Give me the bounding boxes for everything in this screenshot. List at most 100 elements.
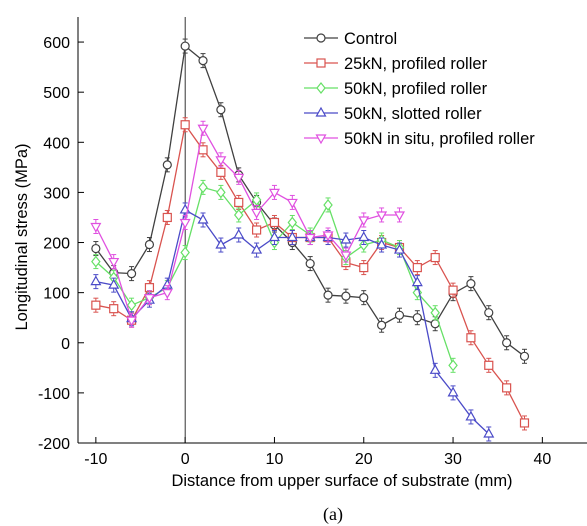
data-point: [358, 216, 370, 227]
legend-item: 25kN, profiled roller: [304, 55, 488, 73]
x-tick-label: 40: [533, 451, 551, 468]
x-tick-label: 30: [444, 451, 462, 468]
data-point: [90, 275, 102, 286]
data-point: [394, 310, 405, 320]
data-point: [198, 181, 208, 194]
data-point: [448, 285, 458, 295]
legend-marker: [315, 106, 327, 117]
x-tick-label: -10: [84, 451, 107, 468]
data-point: [305, 258, 315, 269]
data-point: [215, 238, 227, 249]
data-point: [198, 145, 208, 155]
data-point: [358, 239, 369, 251]
data-point: [483, 427, 495, 438]
data-point: [233, 228, 245, 239]
data-point: [448, 359, 458, 372]
series-layer: [90, 38, 530, 442]
data-point: [126, 269, 137, 279]
data-point: [143, 294, 155, 304]
data-point: [162, 212, 172, 223]
data-point: [447, 386, 459, 397]
data-point: [393, 243, 405, 254]
data-point: [430, 306, 440, 319]
series-2: [91, 117, 530, 431]
legend-label: 50kN, slotted roller: [344, 105, 482, 123]
data-point: [216, 167, 226, 177]
data-point: [216, 186, 226, 199]
data-point: [215, 156, 227, 167]
legend-label: 25kN, profiled roller: [344, 55, 488, 73]
data-point: [162, 160, 172, 170]
data-point: [376, 238, 388, 249]
legend-marker: [316, 82, 326, 94]
data-point: [251, 208, 263, 219]
data-point: [180, 246, 190, 259]
series-line: [95, 126, 400, 322]
data-point: [465, 410, 477, 421]
data-point: [268, 231, 280, 242]
data-point: [286, 231, 298, 242]
data-point: [251, 193, 262, 206]
data-point: [197, 124, 209, 135]
data-point: [108, 257, 120, 268]
data-point: [91, 255, 101, 268]
data-point: [429, 364, 441, 374]
data-point: [109, 304, 119, 314]
legend: Control 25kN, profiled roller 50kN, profil…: [304, 30, 535, 148]
legend-item: 50kN in situ, profiled roller: [304, 130, 535, 148]
y-tick-label: -200: [38, 436, 70, 453]
data-point: [197, 213, 209, 224]
data-point: [502, 383, 512, 393]
data-point: [341, 291, 351, 301]
data-point: [251, 225, 262, 235]
y-tick-label: 300: [43, 185, 70, 202]
data-point: [323, 198, 333, 211]
x-tick-label: 10: [266, 451, 284, 468]
data-point: [251, 243, 263, 254]
data-point: [179, 218, 191, 229]
data-point: [198, 56, 208, 66]
data-point: [466, 333, 476, 343]
data-point: [234, 197, 244, 208]
y-tick-label: 200: [43, 236, 70, 253]
data-point: [358, 231, 370, 242]
data-point: [430, 252, 440, 263]
data-point: [161, 289, 173, 299]
y-tick-label: 500: [43, 85, 70, 102]
data-point: [126, 299, 137, 312]
legend-item: Control: [304, 30, 397, 48]
y-tick-label: 600: [43, 35, 70, 52]
legend-label: 50kN, profiled roller: [344, 80, 488, 98]
data-point: [412, 313, 422, 323]
data-point: [411, 276, 423, 287]
data-point: [412, 262, 422, 273]
series-3: [91, 179, 458, 373]
data-point: [376, 211, 388, 222]
data-point: [180, 120, 190, 130]
data-point: [484, 308, 494, 318]
legend-marker: [316, 58, 326, 68]
series-5: [90, 120, 405, 328]
y-tick-label: 100: [43, 286, 70, 303]
legend-item: 50kN, slotted roller: [304, 105, 482, 123]
data-point: [91, 300, 101, 310]
data-point: [484, 360, 494, 370]
figure-caption: (a): [323, 504, 343, 525]
data-point: [268, 188, 280, 199]
y-tick-label: 0: [61, 336, 70, 353]
data-point: [322, 231, 334, 242]
x-tick-label: 0: [181, 451, 190, 468]
data-point: [340, 251, 352, 262]
data-point: [269, 217, 280, 228]
legend-label: Control: [344, 30, 397, 48]
data-point: [180, 41, 190, 51]
data-point: [304, 233, 316, 244]
y-tick-label: 400: [43, 135, 70, 152]
data-point: [91, 243, 101, 254]
data-point: [359, 293, 369, 303]
data-point: [377, 320, 387, 330]
data-point: [216, 105, 226, 115]
